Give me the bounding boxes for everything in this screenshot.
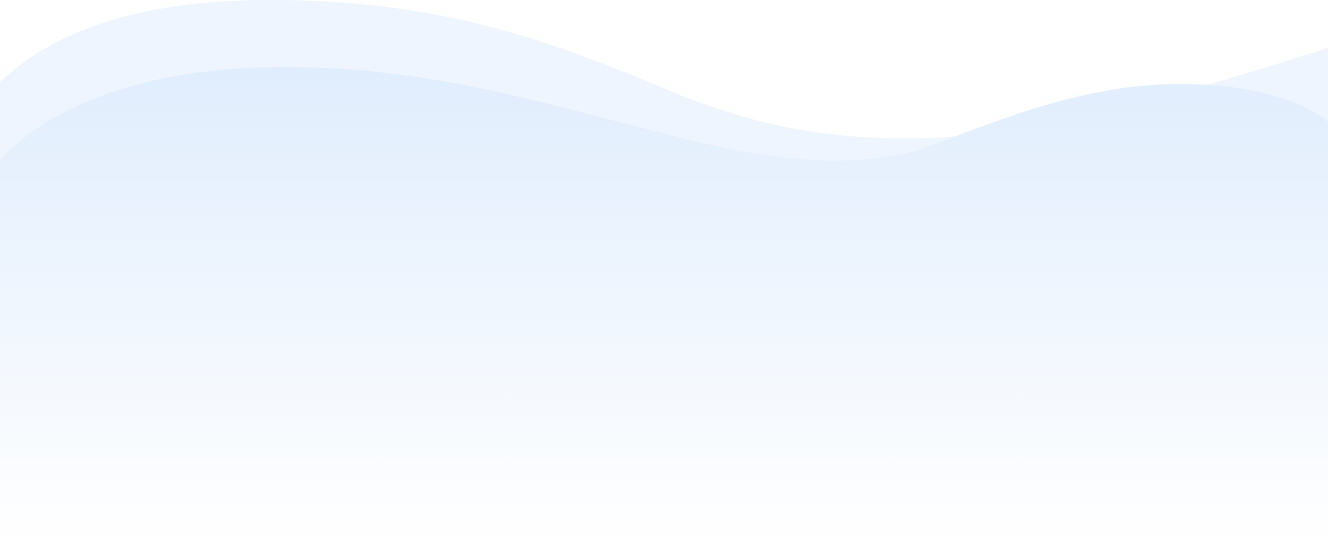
front-wave [0, 66, 1328, 546]
